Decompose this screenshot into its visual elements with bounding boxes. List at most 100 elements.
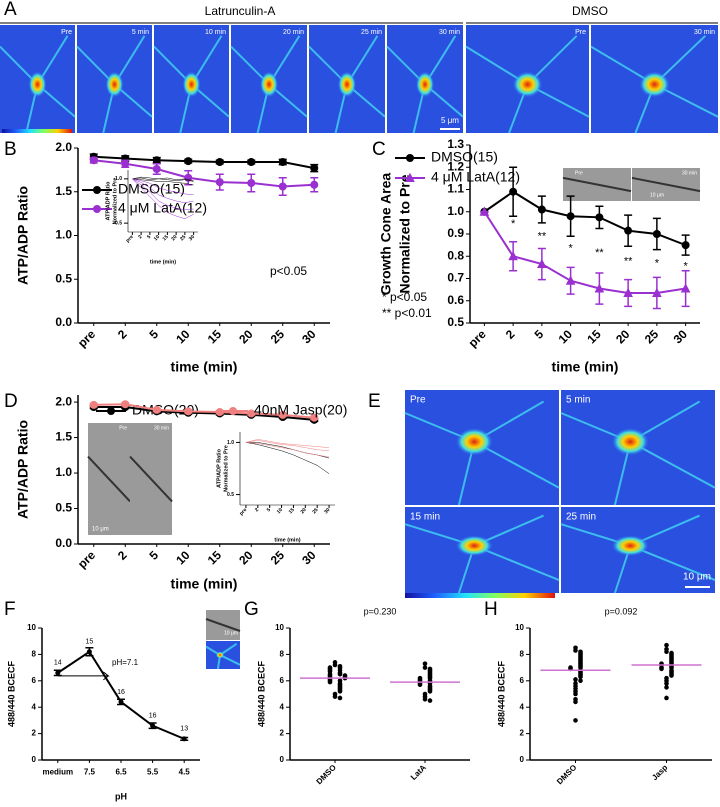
growth-cone <box>182 71 201 98</box>
panel-letter: E <box>368 391 381 412</box>
significance: * <box>511 218 516 230</box>
annotation: p<0.05 <box>270 264 307 278</box>
y-axis-label: ATP/ADP Ratio <box>15 420 31 519</box>
point-label: 13 <box>180 726 188 733</box>
panel-letter: G <box>244 599 259 620</box>
marker <box>55 670 61 676</box>
y-tick-label: 2 <box>280 729 285 738</box>
marker <box>537 205 546 214</box>
y-tick-label: 8 <box>520 650 525 659</box>
marker <box>278 410 287 419</box>
frame-label: 5 min <box>132 29 149 36</box>
point-label: 16 <box>149 713 157 720</box>
series-line <box>132 176 194 182</box>
marker <box>310 164 319 173</box>
growth-cone <box>259 71 279 98</box>
x-tick-label: 5 <box>146 234 152 240</box>
frame-label: 10 min <box>205 29 226 36</box>
marker <box>152 405 161 414</box>
marker <box>595 213 604 222</box>
x-tick-label: 2 <box>254 507 260 513</box>
legend-label: DMSO(15) <box>431 149 498 165</box>
marker <box>247 179 256 187</box>
x-tick-label: 2 <box>137 234 143 240</box>
frame-label: 30 min <box>682 170 697 176</box>
series-line <box>132 178 194 219</box>
y-tick-label: 1.0 <box>447 204 464 218</box>
dot <box>578 674 583 680</box>
y-tick-label: 0.5 <box>55 501 72 515</box>
series-line <box>483 190 686 247</box>
y-tick-label: 4 <box>32 702 37 711</box>
colorbar <box>405 593 555 598</box>
y-tick-label: 1.0 <box>115 176 122 182</box>
marker <box>310 413 319 422</box>
x-tick-label: 25 <box>179 234 187 242</box>
y-tick-label: 0.5 <box>55 271 72 285</box>
scale-label: 10 μm <box>650 192 664 198</box>
dot <box>337 671 343 677</box>
scale-label: 10 μm <box>683 572 711 583</box>
point-label: 16 <box>117 689 125 696</box>
x-tick-label: 25 <box>268 327 288 347</box>
x-tick-label: 20 <box>236 548 256 568</box>
y-tick-label: 1.2 <box>447 159 464 173</box>
significance: ** <box>538 231 547 243</box>
series-line <box>93 159 315 188</box>
series-line <box>93 406 315 421</box>
y-tick-label: 1.5 <box>55 184 72 198</box>
panel-letter: F <box>4 599 16 620</box>
growth-cone <box>512 71 543 98</box>
dot <box>573 648 578 653</box>
frame-label: Pre <box>119 425 127 431</box>
x-tick-label: 15 <box>162 234 170 242</box>
dot <box>669 673 674 678</box>
point-label: 14 <box>54 660 62 667</box>
frame-label: 15 min <box>410 512 440 523</box>
y-tick-label: 10 <box>275 623 284 632</box>
marker <box>508 251 518 261</box>
panel-letter: C <box>372 139 386 160</box>
growth-cone <box>28 71 47 98</box>
y-tick-label: 0.5 <box>115 220 122 226</box>
group-label: Latrunculin-A <box>205 4 276 18</box>
y-tick-label: 0.5 <box>227 492 234 498</box>
y-tick-label: 0.0 <box>55 536 72 550</box>
annotation: * p<0.05 <box>382 290 427 304</box>
x-axis-label: time (min) <box>150 259 176 265</box>
frame-label: 25 min <box>361 29 382 36</box>
growth-cone <box>639 71 670 98</box>
y-tick-label: 10 <box>27 623 36 632</box>
y-tick-label: 6 <box>520 676 525 685</box>
marker <box>118 699 124 705</box>
growth-cone <box>215 651 225 659</box>
x-tick-label: 15 <box>288 507 296 515</box>
x-tick-label: pre <box>239 507 249 517</box>
marker <box>121 159 130 168</box>
growth-cone <box>415 71 435 98</box>
series-line <box>132 178 194 196</box>
y-tick-label: 6 <box>32 676 37 685</box>
y-tick-label: 1.3 <box>447 137 464 151</box>
y-tick-label: 8 <box>280 650 285 659</box>
frame-label: Pre <box>410 395 426 406</box>
y-axis-label: Growth Cone Area <box>378 173 394 296</box>
x-tick-label: 25 <box>268 548 288 568</box>
y-axis-label: Normalized to Pre <box>112 178 118 225</box>
significance: * <box>568 242 573 254</box>
annotation: pH=7.1 <box>112 658 139 667</box>
frame-label: Pre <box>61 29 72 36</box>
dot <box>664 695 669 701</box>
x-tick-label: 15 <box>584 327 604 347</box>
y-tick-label: 1.1 <box>447 182 464 196</box>
marker <box>565 275 576 285</box>
arrow <box>57 671 110 681</box>
series-line <box>245 442 330 474</box>
marker <box>278 158 287 166</box>
series-line <box>245 440 330 452</box>
panel-letter: B <box>4 139 17 160</box>
y-tick-label: 0 <box>32 755 37 764</box>
y-tick-label: 0 <box>520 755 525 764</box>
scale-label: 10 μm <box>224 630 238 636</box>
